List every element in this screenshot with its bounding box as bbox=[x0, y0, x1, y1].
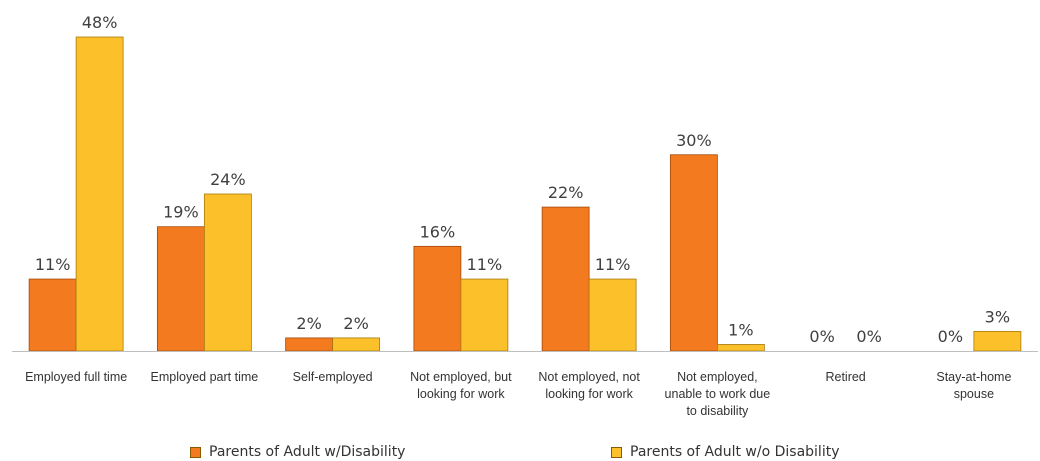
bar-without-disability-not-employed-but-looking-for-work bbox=[460, 278, 509, 352]
legend-swatch-with-disability bbox=[190, 446, 201, 458]
category-label-not-employed-not-looking-for-work: Not employed, not looking for work bbox=[538, 370, 640, 401]
category-label-not-employed-unable-to-work-due-to-disability: Not employed, unable to work due to disabi… bbox=[665, 370, 771, 418]
category-label-employed-part-time: Employed part time bbox=[151, 370, 259, 384]
category-label-self-employed: Self-employed bbox=[293, 370, 373, 384]
legend-item-with-disability: Parents of Adult w/Disability bbox=[190, 443, 405, 461]
value-label-without-disability-not-employed-but-looking-for-work: 11% bbox=[467, 255, 503, 274]
bar-with-disability-not-employed-not-looking-for-work bbox=[541, 206, 590, 352]
category-label-not-employed-but-looking-for-work: Not employed, but looking for work bbox=[410, 370, 512, 401]
bar-with-disability-not-employed-unable-to-work-due-to-disability bbox=[669, 154, 718, 352]
bar-with-disability-not-employed-but-looking-for-work bbox=[413, 245, 462, 352]
value-label-without-disability-self-employed: 2% bbox=[343, 314, 368, 333]
bar-without-disability-employed-full-time bbox=[75, 36, 124, 352]
value-label-with-disability-stay-at-home-spouse: 0% bbox=[938, 327, 963, 346]
bar-with-disability-self-employed bbox=[285, 337, 334, 352]
category-label-retired: Retired bbox=[825, 370, 865, 384]
legend-label-with-disability: Parents of Adult w/Disability bbox=[209, 444, 406, 460]
bars-group bbox=[28, 36, 1022, 352]
value-label-without-disability-employed-part-time: 24% bbox=[210, 170, 246, 189]
bar-without-disability-self-employed bbox=[332, 337, 381, 352]
legend-item-without-disability: Parents of Adult w/o Disability bbox=[611, 443, 839, 461]
legend-swatch-without-disability bbox=[611, 446, 622, 458]
value-label-without-disability-employed-full-time: 48% bbox=[82, 13, 118, 32]
value-label-with-disability-not-employed-unable-to-work-due-to-disability: 30% bbox=[676, 131, 712, 150]
bar-without-disability-not-employed-not-looking-for-work bbox=[588, 278, 637, 352]
value-label-with-disability-not-employed-but-looking-for-work: 16% bbox=[420, 222, 456, 241]
category-labels-group: Employed full time Employed part time Self… bbox=[25, 370, 1011, 418]
value-label-with-disability-not-employed-not-looking-for-work: 22% bbox=[548, 183, 584, 202]
value-label-with-disability-employed-full-time: 11% bbox=[35, 255, 71, 274]
bar-with-disability-employed-part-time bbox=[156, 226, 205, 352]
value-label-without-disability-not-employed-not-looking-for-work: 11% bbox=[595, 255, 631, 274]
value-labels-group: 11% 48% 19% 24% 2% 2% 16% 11% 22% 11% 30% 1% 0% 0% 0% 3… bbox=[35, 13, 1010, 346]
value-label-with-disability-self-employed: 2% bbox=[296, 314, 321, 333]
value-label-with-disability-retired: 0% bbox=[809, 327, 834, 346]
value-label-without-disability-stay-at-home-spouse: 3% bbox=[985, 307, 1010, 326]
category-label-stay-at-home-spouse: Stay-at-home spouse bbox=[936, 370, 1011, 401]
legend-label-without-disability: Parents of Adult w/o Disability bbox=[630, 444, 840, 460]
value-label-without-disability-retired: 0% bbox=[856, 327, 881, 346]
category-label-employed-full-time: Employed full time bbox=[25, 370, 127, 384]
value-label-with-disability-employed-part-time: 19% bbox=[163, 203, 199, 222]
bar-without-disability-employed-part-time bbox=[203, 193, 252, 352]
bar-without-disability-stay-at-home-spouse bbox=[973, 330, 1022, 352]
bar-without-disability-not-employed-unable-to-work-due-to-disability bbox=[716, 344, 765, 352]
value-label-without-disability-not-employed-unable-to-work-due-to-disability: 1% bbox=[728, 320, 753, 339]
bar-with-disability-employed-full-time bbox=[28, 278, 77, 352]
